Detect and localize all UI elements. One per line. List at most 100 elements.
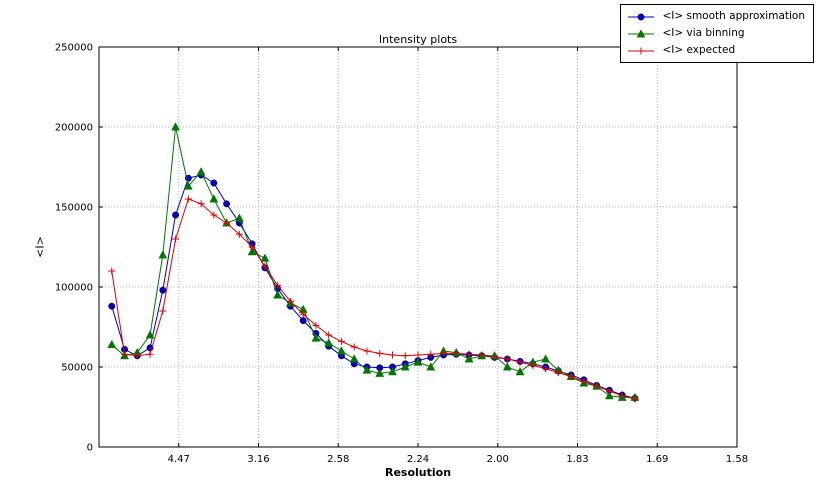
triangle-marker bbox=[400, 362, 410, 371]
plus-marker bbox=[274, 281, 282, 289]
y-tick-label: 100000 bbox=[55, 283, 93, 294]
plus-marker bbox=[197, 200, 205, 208]
plus-marker bbox=[478, 351, 486, 359]
chart-title: Intensity plots bbox=[378, 33, 458, 46]
x-tick-label: 1.83 bbox=[566, 454, 588, 465]
triangle-marker bbox=[464, 354, 474, 363]
triangle-marker bbox=[209, 194, 219, 203]
triangle-marker bbox=[502, 362, 512, 371]
plus-marker bbox=[286, 297, 294, 305]
triangle-marker bbox=[337, 346, 346, 355]
triangle-marker bbox=[349, 354, 359, 363]
plus-marker bbox=[312, 321, 320, 329]
triangle-marker bbox=[604, 391, 614, 400]
x-tick-label: 2.58 bbox=[327, 454, 349, 465]
plus-marker bbox=[133, 352, 141, 360]
plus-marker bbox=[605, 387, 613, 395]
circle-marker bbox=[299, 317, 307, 325]
triangle-marker bbox=[311, 333, 321, 342]
plus-marker bbox=[261, 262, 269, 270]
plus-marker bbox=[452, 349, 460, 357]
plus-marker bbox=[376, 349, 384, 357]
circle-marker bbox=[159, 286, 167, 294]
legend: <I> smooth approximation <I> via binning <… bbox=[620, 4, 814, 63]
circle-marker bbox=[108, 302, 116, 310]
plus-marker bbox=[146, 350, 154, 358]
plus-marker bbox=[223, 219, 231, 227]
x-tick-label: 3.16 bbox=[247, 454, 269, 465]
plus-legend-icon bbox=[628, 47, 655, 54]
triangle-marker bbox=[375, 368, 385, 377]
triangle-marker bbox=[260, 253, 270, 262]
plus-marker bbox=[440, 349, 448, 357]
y-tick-label: 0 bbox=[87, 443, 93, 454]
x-tick-label: 4.47 bbox=[168, 454, 190, 465]
plus-marker bbox=[593, 382, 601, 390]
plus-marker bbox=[516, 358, 524, 366]
triangle-marker bbox=[541, 354, 551, 363]
plus-marker bbox=[325, 331, 333, 339]
triangle-marker bbox=[515, 367, 525, 376]
triangle-marker bbox=[234, 213, 244, 222]
y-axis-label: <I> bbox=[33, 236, 47, 258]
circle-marker bbox=[638, 13, 645, 20]
x-tick-label: 2.00 bbox=[487, 454, 509, 465]
plus-marker bbox=[388, 351, 396, 359]
circle-legend-icon bbox=[628, 13, 655, 20]
plus-marker bbox=[637, 47, 645, 54]
triangle-marker bbox=[413, 357, 423, 366]
triangle-marker bbox=[247, 247, 257, 256]
plus-marker bbox=[184, 195, 192, 203]
legend-item: <I> expected bbox=[626, 43, 805, 58]
plus-marker bbox=[503, 355, 511, 363]
triangle-marker bbox=[107, 339, 117, 349]
legend-item: <I> via binning bbox=[626, 26, 805, 41]
triangle-marker bbox=[324, 338, 334, 347]
plus-marker bbox=[121, 350, 129, 358]
triangle-marker bbox=[388, 367, 397, 376]
plus-marker bbox=[554, 369, 562, 377]
triangle-marker bbox=[273, 290, 283, 299]
plus-marker bbox=[108, 267, 116, 275]
legend-label: <I> smooth approximation bbox=[662, 10, 805, 22]
plus-marker bbox=[401, 352, 409, 360]
circle-marker bbox=[223, 200, 231, 208]
triangle-marker bbox=[426, 362, 436, 371]
plus-marker bbox=[210, 211, 218, 219]
plus-marker bbox=[363, 347, 371, 355]
plus-marker bbox=[465, 350, 473, 358]
x-axis-label: Resolution bbox=[384, 466, 452, 479]
plus-marker bbox=[529, 361, 537, 369]
y-tick-label: 50000 bbox=[61, 363, 93, 374]
plus-marker bbox=[248, 243, 256, 251]
triangle-marker bbox=[637, 28, 646, 37]
triangle-marker bbox=[145, 330, 155, 339]
plus-marker bbox=[542, 365, 550, 373]
plus-marker bbox=[350, 343, 358, 351]
plus-marker bbox=[172, 235, 180, 243]
triangle-marker bbox=[183, 181, 193, 190]
legend-label: <I> via binning bbox=[662, 27, 745, 39]
triangle-marker bbox=[171, 122, 180, 131]
circle-marker bbox=[172, 211, 180, 219]
plus-marker bbox=[427, 350, 435, 358]
legend-item: <I> smooth approximation bbox=[626, 9, 805, 24]
legend-label: <I> expected bbox=[662, 44, 736, 56]
y-tick-label: 250000 bbox=[55, 43, 93, 54]
plus-marker bbox=[414, 351, 422, 359]
series-line bbox=[111, 126, 635, 398]
plus-marker bbox=[491, 353, 499, 361]
circle-marker bbox=[210, 179, 218, 187]
plus-marker bbox=[580, 377, 588, 385]
plus-marker bbox=[618, 392, 626, 400]
plus-marker bbox=[631, 395, 639, 403]
x-tick-label: 1.58 bbox=[726, 454, 748, 465]
plus-marker bbox=[567, 373, 575, 381]
series-line bbox=[111, 198, 636, 400]
plus-marker bbox=[299, 310, 307, 318]
x-tick-label: 2.24 bbox=[407, 454, 429, 465]
y-tick-label: 150000 bbox=[55, 203, 93, 214]
plus-marker bbox=[235, 230, 243, 238]
